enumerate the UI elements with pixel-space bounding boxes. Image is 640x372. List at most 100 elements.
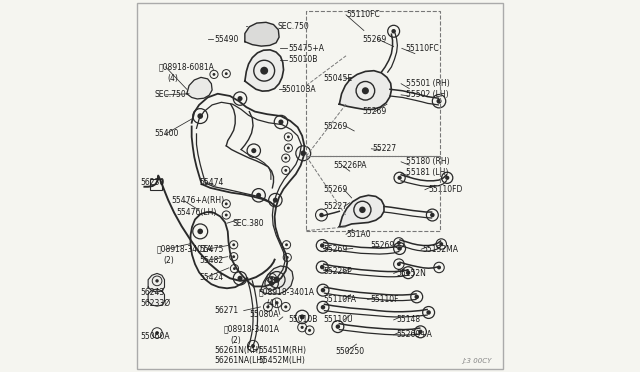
Text: 56261NA(LH): 56261NA(LH) bbox=[214, 356, 265, 365]
Circle shape bbox=[439, 242, 444, 246]
Text: 55110FC: 55110FC bbox=[406, 44, 439, 53]
Text: 56271: 56271 bbox=[214, 306, 238, 315]
Text: 56243: 56243 bbox=[141, 288, 165, 296]
Text: 55269: 55269 bbox=[370, 241, 394, 250]
Circle shape bbox=[266, 305, 269, 308]
Circle shape bbox=[406, 270, 410, 275]
Circle shape bbox=[415, 295, 419, 299]
Circle shape bbox=[300, 314, 305, 320]
Polygon shape bbox=[245, 22, 279, 46]
Circle shape bbox=[300, 150, 306, 156]
Circle shape bbox=[320, 243, 324, 248]
Text: 55501 (RH): 55501 (RH) bbox=[406, 79, 449, 88]
Text: 55269: 55269 bbox=[324, 185, 348, 194]
Text: 55227: 55227 bbox=[372, 144, 396, 153]
Circle shape bbox=[308, 329, 311, 332]
Polygon shape bbox=[339, 195, 384, 227]
Polygon shape bbox=[245, 50, 284, 91]
Text: 55226P: 55226P bbox=[324, 267, 353, 276]
Circle shape bbox=[225, 214, 228, 217]
Text: 55110FD: 55110FD bbox=[428, 185, 462, 194]
Circle shape bbox=[156, 279, 159, 283]
Circle shape bbox=[301, 326, 304, 329]
Circle shape bbox=[156, 331, 159, 335]
Circle shape bbox=[212, 73, 216, 76]
Circle shape bbox=[270, 276, 273, 280]
Circle shape bbox=[437, 266, 441, 269]
Text: 55080A: 55080A bbox=[250, 310, 279, 319]
Text: SEC.750: SEC.750 bbox=[154, 90, 186, 99]
Text: 550250: 550250 bbox=[335, 347, 364, 356]
Circle shape bbox=[237, 96, 243, 101]
Circle shape bbox=[418, 330, 422, 334]
Circle shape bbox=[278, 119, 284, 125]
Text: 55502 (LH): 55502 (LH) bbox=[406, 90, 448, 99]
Text: 55451M(RH): 55451M(RH) bbox=[259, 346, 307, 355]
Circle shape bbox=[287, 135, 290, 138]
Circle shape bbox=[197, 228, 203, 234]
Circle shape bbox=[251, 344, 255, 348]
Circle shape bbox=[284, 157, 287, 160]
Circle shape bbox=[426, 310, 431, 315]
Text: 55110U: 55110U bbox=[324, 315, 353, 324]
Text: 56233Ø: 56233Ø bbox=[141, 299, 171, 308]
Text: SEC.380: SEC.380 bbox=[232, 219, 264, 228]
Text: ⓝ08918-3401A: ⓝ08918-3401A bbox=[156, 245, 212, 254]
Circle shape bbox=[321, 305, 325, 310]
Text: 55269: 55269 bbox=[363, 35, 387, 44]
Text: ⓝ08918-6081A: ⓝ08918-6081A bbox=[158, 62, 214, 71]
Circle shape bbox=[275, 301, 278, 305]
Text: 55400: 55400 bbox=[154, 129, 179, 138]
Text: 55110F: 55110F bbox=[370, 295, 399, 304]
Polygon shape bbox=[148, 273, 164, 292]
Text: 55181 (LH): 55181 (LH) bbox=[406, 169, 448, 177]
Circle shape bbox=[359, 206, 365, 213]
Circle shape bbox=[233, 267, 236, 270]
Text: ⓝ08918-3401A: ⓝ08918-3401A bbox=[223, 325, 279, 334]
Text: 55010B: 55010B bbox=[289, 55, 317, 64]
Circle shape bbox=[256, 193, 261, 198]
Text: J:3 00CY: J:3 00CY bbox=[461, 358, 491, 364]
Polygon shape bbox=[148, 289, 164, 306]
Text: 55476+A(RH): 55476+A(RH) bbox=[172, 196, 225, 205]
Bar bbox=[306, 11, 440, 156]
Circle shape bbox=[430, 213, 435, 217]
Text: 55269: 55269 bbox=[363, 107, 387, 116]
Text: 55227: 55227 bbox=[324, 202, 348, 211]
Text: 55010B: 55010B bbox=[289, 315, 317, 324]
Circle shape bbox=[197, 113, 203, 119]
Text: (4): (4) bbox=[266, 299, 277, 308]
Text: (2): (2) bbox=[231, 336, 241, 345]
Circle shape bbox=[445, 176, 449, 180]
Text: 55180 (RH): 55180 (RH) bbox=[406, 157, 449, 166]
Circle shape bbox=[392, 29, 396, 33]
Text: 55010BA: 55010BA bbox=[281, 85, 316, 94]
Text: (4): (4) bbox=[168, 74, 179, 83]
Bar bbox=[306, 156, 440, 231]
Text: 55269+A: 55269+A bbox=[396, 330, 432, 339]
Circle shape bbox=[335, 324, 340, 329]
Circle shape bbox=[319, 213, 324, 217]
Text: 55060A: 55060A bbox=[141, 332, 170, 341]
Text: 55452M(LH): 55452M(LH) bbox=[259, 356, 305, 365]
Text: 56261N(RH): 56261N(RH) bbox=[214, 346, 261, 355]
Text: 55474: 55474 bbox=[199, 178, 223, 187]
Text: 55482: 55482 bbox=[199, 256, 223, 265]
Circle shape bbox=[436, 99, 442, 104]
Polygon shape bbox=[260, 266, 293, 294]
Circle shape bbox=[321, 288, 325, 292]
Text: 55475+A: 55475+A bbox=[289, 44, 324, 53]
Text: 56230: 56230 bbox=[141, 178, 165, 187]
Circle shape bbox=[397, 241, 401, 245]
Bar bbox=[150, 179, 161, 190]
Text: 55475: 55475 bbox=[199, 245, 223, 254]
Circle shape bbox=[237, 276, 243, 281]
Circle shape bbox=[269, 281, 274, 286]
Text: 55045E: 55045E bbox=[324, 74, 353, 83]
Circle shape bbox=[225, 202, 228, 205]
Text: 55110FA: 55110FA bbox=[324, 295, 356, 304]
Text: (2): (2) bbox=[164, 256, 175, 265]
Circle shape bbox=[260, 67, 268, 75]
Text: 55226PA: 55226PA bbox=[333, 161, 367, 170]
Circle shape bbox=[274, 277, 280, 283]
